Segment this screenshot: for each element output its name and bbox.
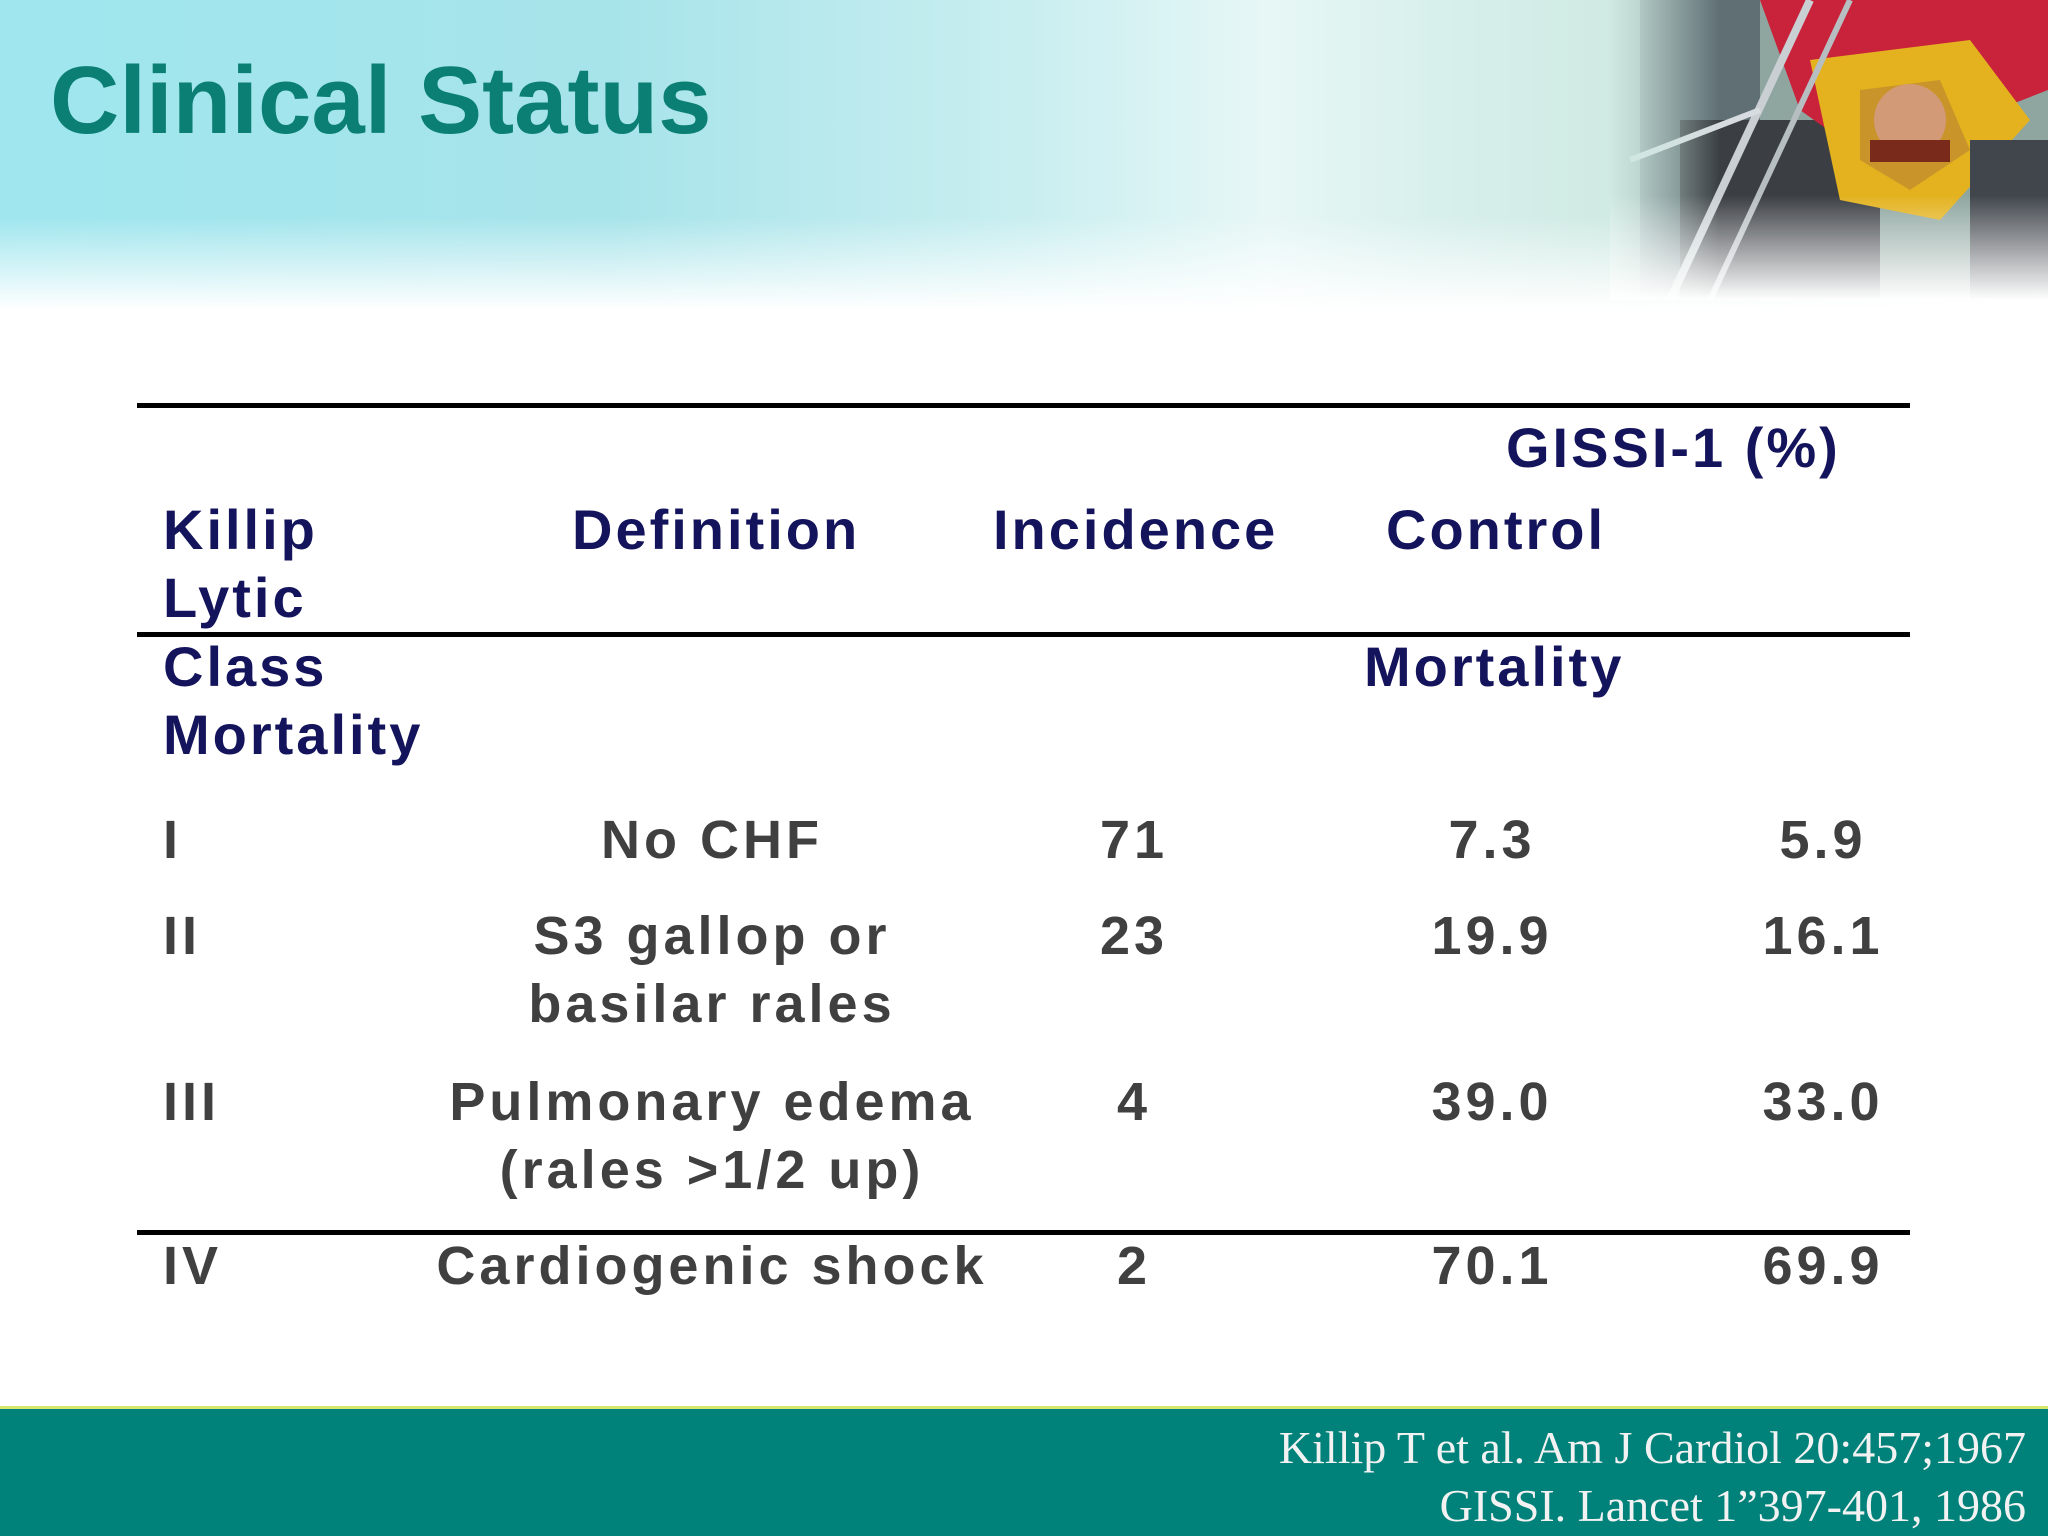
header-mortality: Mortality: [163, 703, 424, 766]
header-class: Class: [163, 635, 328, 698]
row-2-lytic: 16.1: [1762, 906, 1884, 966]
table-bottom-rule: [137, 1230, 1910, 1235]
row-4-control: 70.1: [1431, 1236, 1553, 1296]
row-1-definition: No CHF: [601, 810, 823, 870]
stretcher-illustration: [1610, 0, 2048, 300]
citation-gissi: GISSI. Lancet 1”397-401, 1986: [1439, 1480, 2026, 1531]
group-header-gissi: GISSI-1 (%): [1506, 416, 1841, 479]
table-top-rule: [137, 403, 1910, 408]
row-2-class: II: [163, 906, 202, 966]
table-header-rule: [137, 632, 1910, 637]
row-4-lytic: 69.9: [1762, 1236, 1884, 1296]
header-definition: Definition: [572, 498, 861, 561]
header-lytic: Lytic: [163, 566, 307, 629]
row-3-control: 39.0: [1431, 1072, 1553, 1132]
header-incidence: Incidence: [993, 498, 1279, 561]
row-4-definition: Cardiogenic shock: [436, 1236, 988, 1296]
row-3-class: III: [163, 1072, 221, 1132]
slide-title: Clinical Status: [50, 47, 712, 154]
row-3-lytic: 33.0: [1762, 1072, 1884, 1132]
footer-band: Killip T et al. Am J Cardiol 20:457;1967…: [0, 1406, 2048, 1536]
row-4-incidence: 2: [1116, 1236, 1152, 1296]
row-3-incidence: 4: [1116, 1072, 1152, 1132]
row-3-definition-line2: (rales >1/2 up): [499, 1140, 925, 1200]
header-control-mortality: Mortality: [1364, 635, 1625, 698]
row-1-lytic: 5.9: [1779, 810, 1867, 870]
row-1-incidence: 71: [1099, 810, 1169, 870]
row-1-control: 7.3: [1448, 810, 1536, 870]
row-2-definition-line1: S3 gallop or: [533, 906, 891, 966]
citation-killip: Killip T et al. Am J Cardiol 20:457;1967: [1278, 1422, 2026, 1473]
row-2-incidence: 23: [1099, 906, 1169, 966]
row-4-class: IV: [163, 1236, 223, 1296]
ambulance-stretcher-photo: [1610, 0, 2048, 300]
header-control: Control: [1386, 498, 1607, 561]
row-2-definition-line2: basilar rales: [528, 974, 896, 1034]
row-1-class: I: [163, 810, 183, 870]
header-killip: Killip: [163, 498, 318, 561]
row-2-control: 19.9: [1431, 906, 1553, 966]
row-3-definition-line1: Pulmonary edema: [449, 1072, 975, 1132]
